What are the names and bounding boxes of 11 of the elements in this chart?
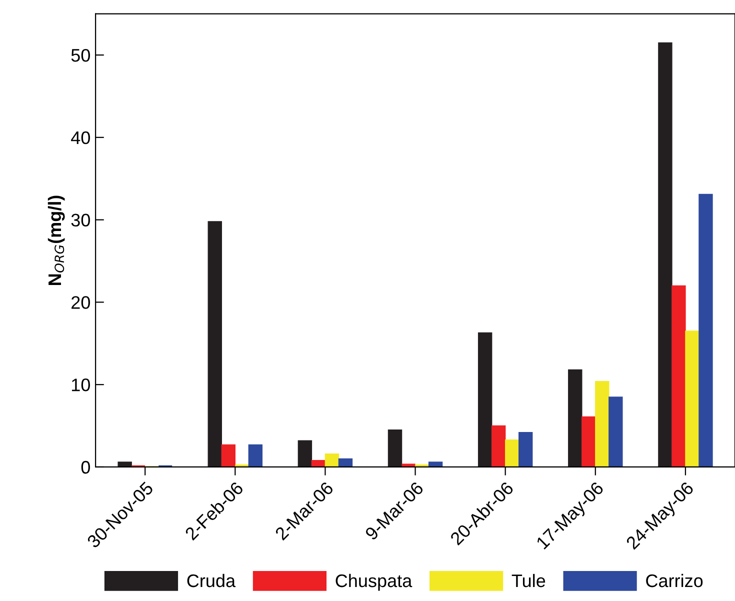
legend-label: Carrizo — [646, 574, 703, 588]
y-tick-label: 10 — [72, 378, 90, 392]
y-tick-label: 20 — [72, 296, 90, 309]
legend-label: Cruda — [187, 574, 236, 588]
y-tick-label: 30 — [71, 214, 90, 227]
y-tick-label: 40 — [71, 131, 90, 144]
legend-label: Tule — [512, 574, 546, 588]
y-axis-title: N$_{ORG}$(mg/l) — [48, 196, 65, 285]
y-tick-label: 50 — [71, 48, 90, 62]
legend-label: Chuspata — [336, 574, 412, 591]
y-tick-label: 0 — [81, 460, 90, 474]
